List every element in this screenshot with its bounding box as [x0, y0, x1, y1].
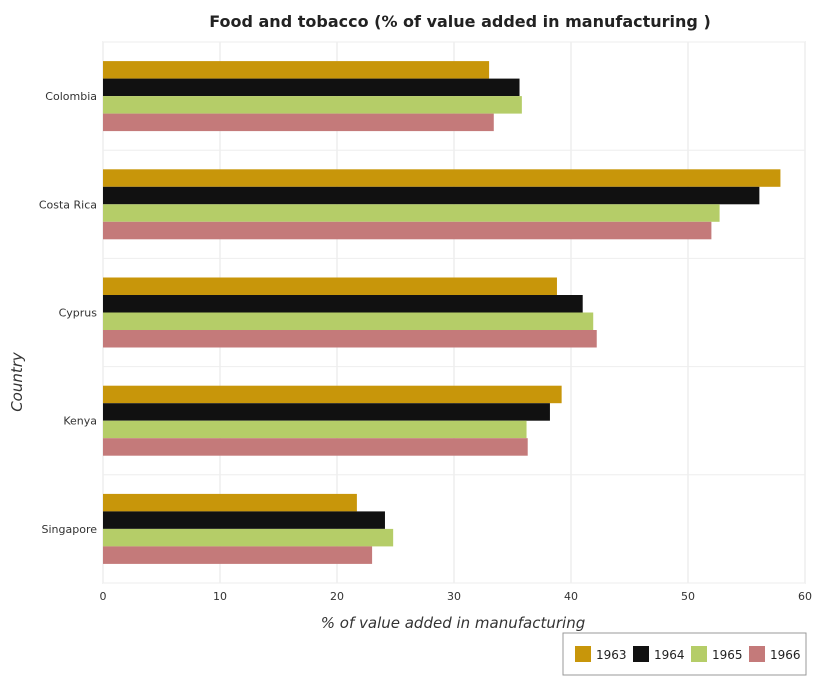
bar-singapore-1964 [103, 511, 385, 529]
bar-singapore-1966 [103, 546, 373, 564]
bar-kenya-1966 [103, 438, 528, 456]
legend-label: 1965 [712, 648, 743, 662]
bar-costa-rica-1963 [103, 169, 781, 187]
legend-box [562, 632, 807, 676]
y-axis-ticks: Colombia Costa Rica Cyprus Kenya Singapore [39, 90, 97, 536]
y-tick-label: Singapore [42, 523, 98, 536]
y-tick-label: Colombia [45, 90, 97, 103]
x-axis-label: % of value added in manufacturing [321, 614, 585, 632]
x-tick-label: 60 [798, 590, 812, 603]
legend-swatch [749, 646, 765, 662]
bar-kenya-1964 [103, 403, 550, 421]
bar-singapore-1965 [103, 528, 394, 547]
legend-swatch [575, 646, 591, 662]
bar-costa-rica-1964 [103, 186, 760, 205]
y-tick-label: Costa Rica [39, 198, 97, 211]
x-tick-label: 20 [330, 590, 344, 603]
x-tick-label: 30 [447, 590, 461, 603]
y-axis-label: Country [8, 351, 26, 412]
legend-label: 1963 [596, 648, 627, 662]
bar-costa-rica-1965 [103, 204, 720, 222]
bar-costa-rica-1966 [103, 221, 712, 240]
legend-swatch [691, 646, 707, 662]
bar-kenya-1965 [103, 420, 527, 439]
y-tick-label: Kenya [63, 415, 97, 428]
chart-title: Food and tobacco (% of value added in ma… [209, 12, 711, 31]
bar-cyprus-1966 [103, 330, 597, 348]
legend-swatch [633, 646, 649, 662]
x-tick-label: 50 [681, 590, 695, 603]
bar-kenya-1963 [103, 385, 562, 404]
x-tick-label: 40 [564, 590, 578, 603]
x-tick-label: 10 [213, 590, 227, 603]
legend-label: 1966 [770, 648, 801, 662]
bar-colombia-1965 [103, 96, 522, 114]
bars [103, 61, 781, 564]
legend: 1963 1964 1965 1966 [562, 632, 807, 676]
y-tick-label: Cyprus [59, 307, 98, 320]
bar-colombia-1964 [103, 78, 520, 97]
bar-cyprus-1964 [103, 295, 583, 313]
bar-singapore-1963 [103, 493, 357, 512]
legend-label: 1964 [654, 648, 685, 662]
x-tick-label: 0 [100, 590, 107, 603]
bar-cyprus-1965 [103, 312, 594, 330]
x-axis-ticks: 0 10 20 30 40 50 60 [100, 590, 813, 603]
bar-cyprus-1963 [103, 277, 557, 295]
bar-colombia-1966 [103, 113, 494, 132]
bar-colombia-1963 [103, 61, 490, 79]
